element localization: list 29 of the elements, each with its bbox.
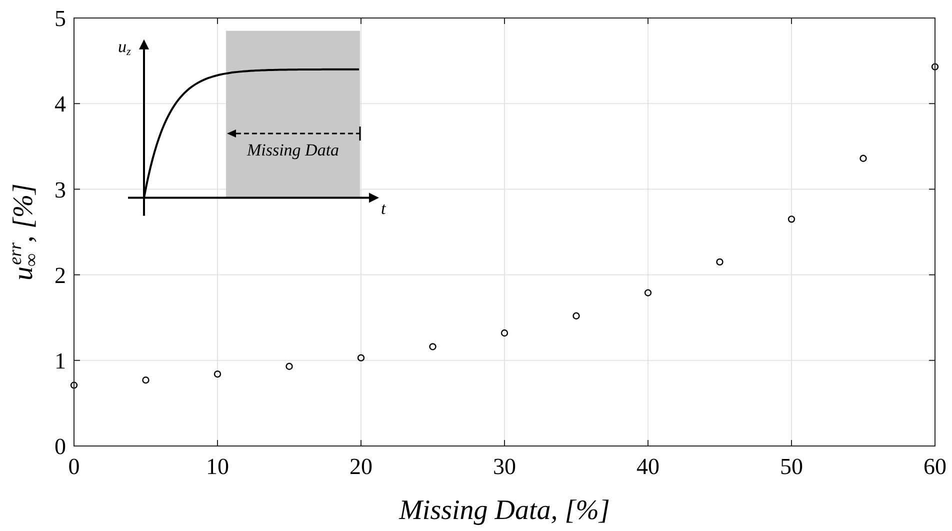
x-tick-label: 20 bbox=[350, 454, 372, 479]
point bbox=[860, 154, 867, 162]
point bbox=[644, 289, 652, 296]
point bbox=[286, 362, 293, 370]
annotation: t bbox=[381, 198, 387, 218]
y-tick-label: 0 bbox=[54, 434, 66, 460]
x-tick-label: 40 bbox=[636, 454, 660, 479]
point bbox=[931, 63, 939, 70]
x-axis-title: Missing Data, [%] bbox=[398, 495, 610, 526]
point bbox=[70, 382, 78, 389]
point bbox=[142, 376, 150, 384]
point bbox=[788, 216, 796, 223]
point bbox=[716, 258, 724, 266]
x-tick-label: 60 bbox=[924, 454, 946, 479]
y-tick-label: 3 bbox=[54, 177, 66, 202]
x-tick-label: 30 bbox=[493, 454, 516, 479]
y-tick-label: 2 bbox=[54, 262, 66, 288]
annotation: Missing Data bbox=[246, 140, 340, 160]
annotation: u$_{z}$ bbox=[118, 37, 132, 59]
y-tick-label: 1 bbox=[54, 348, 66, 374]
point bbox=[357, 354, 365, 362]
point bbox=[214, 370, 222, 378]
point bbox=[572, 312, 580, 320]
x-tick-label: 50 bbox=[780, 454, 803, 479]
x-tick-label: 10 bbox=[206, 454, 229, 479]
y-tick-label: 5 bbox=[54, 6, 66, 32]
point bbox=[429, 343, 436, 350]
y-tick-label: 4 bbox=[54, 92, 66, 117]
point bbox=[500, 329, 508, 337]
